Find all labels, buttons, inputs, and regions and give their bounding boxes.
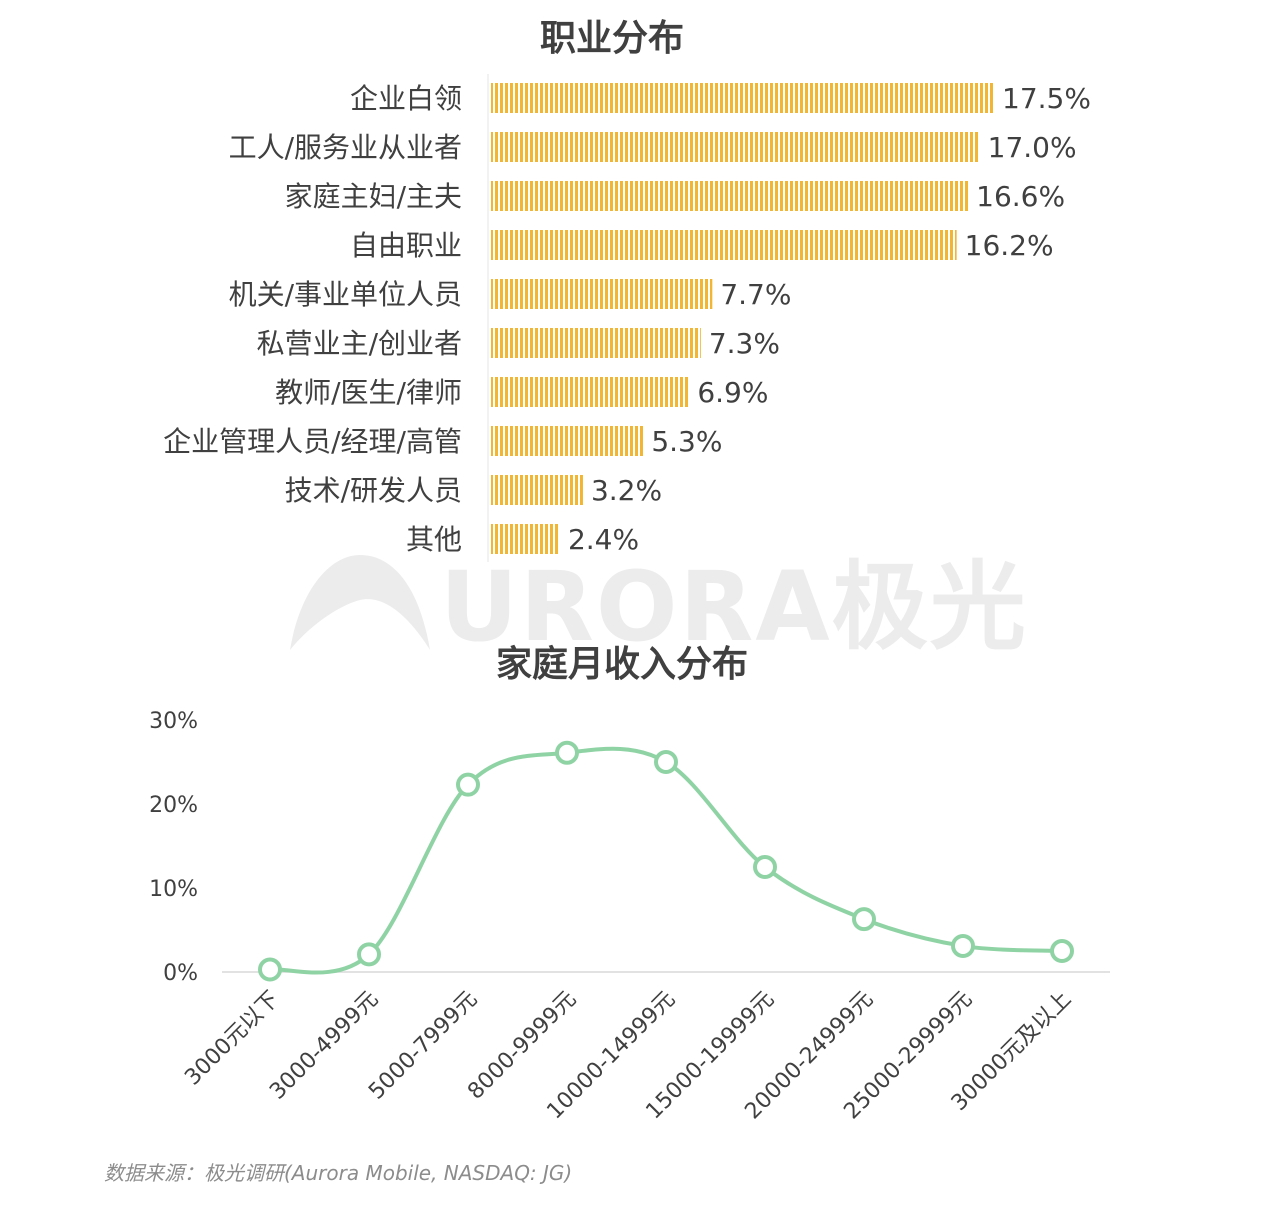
income-point <box>654 750 678 774</box>
occupation-chart-title: 职业分布 <box>540 18 684 59</box>
occupation-category-label: 其他 <box>406 523 462 556</box>
income-y-axis: 0% 10% 20% 30% <box>149 709 1110 986</box>
occupation-value-label: 5.3% <box>651 425 722 458</box>
income-point <box>753 855 777 879</box>
income-chart: 家庭月收入分布 0% 10% 20% 30% 3000元以下3000-4999元500… <box>149 644 1110 1124</box>
occupation-category-label: 工人/服务业从业者 <box>229 131 462 164</box>
occupation-category-label: 机关/事业单位人员 <box>229 278 462 311</box>
occupation-bar <box>491 328 701 358</box>
income-y-tick-label: 30% <box>149 709 198 734</box>
occupation-value-label: 3.2% <box>591 474 662 507</box>
occupation-bar <box>491 132 980 162</box>
income-series-line <box>269 746 1063 975</box>
watermark-text: URORA极光 <box>440 551 1028 663</box>
occupation-category-label: 教师/医生/律师 <box>275 376 462 409</box>
occupation-category-label: 技术/研发人员 <box>285 474 462 507</box>
occupation-bar <box>491 524 560 554</box>
occupation-value-label: 16.6% <box>976 180 1065 213</box>
occupation-bar <box>491 83 994 113</box>
income-point <box>1050 939 1074 963</box>
occupation-value-label: 7.3% <box>709 327 780 360</box>
income-points <box>258 740 1074 982</box>
occupation-bar <box>491 181 969 211</box>
income-chart-title: 家庭月收入分布 <box>496 644 748 685</box>
occupation-value-label: 17.5% <box>1002 82 1091 115</box>
occupation-category-label: 私营业主/创业者 <box>257 327 462 360</box>
watermark-logo-icon <box>290 555 430 650</box>
occupation-bars: 企业白领 17.5% 工人/服务业从业者 17.0% 家庭主妇/主夫 16.6% 自由职业 1… <box>163 82 1091 556</box>
occupation-bar <box>491 426 644 456</box>
occupation-category-label: 家庭主妇/主夫 <box>285 180 462 213</box>
income-point <box>852 907 876 932</box>
income-x-axis: 3000元以下3000-4999元5000-7999元8000-9999元100… <box>180 987 1076 1125</box>
occupation-value-label: 16.2% <box>965 229 1054 262</box>
watermark: URORA极光 <box>290 551 1028 663</box>
source-note: 数据来源：极光调研(Aurora Mobile, NASDAQ: JG) <box>104 1161 572 1185</box>
occupation-value-label: 2.4% <box>568 523 639 556</box>
income-point <box>555 740 579 765</box>
occupation-bar <box>491 377 690 407</box>
income-y-tick-label: 20% <box>149 793 198 818</box>
occupation-category-label: 企业管理人员/经理/高管 <box>163 425 462 458</box>
occupation-bar <box>491 475 583 505</box>
income-y-tick-label: 10% <box>149 877 198 902</box>
occupation-chart: 职业分布 企业白领 17.5% 工人/服务业从业者 17.0% 家庭主妇/主夫 16.6%… <box>163 18 1091 562</box>
income-point <box>951 933 975 958</box>
income-y-tick-label: 0% <box>163 961 198 986</box>
income-x-tick-label: 3000元以下 <box>180 987 284 1091</box>
occupation-category-label: 自由职业 <box>350 229 462 262</box>
occupation-value-label: 6.9% <box>697 376 768 409</box>
income-point <box>357 942 381 967</box>
occupation-bar <box>491 230 957 260</box>
occupation-bar <box>491 279 713 309</box>
occupation-category-label: 企业白领 <box>350 82 462 115</box>
income-point <box>258 957 282 982</box>
occupation-value-label: 17.0% <box>988 131 1077 164</box>
income-point <box>456 772 480 797</box>
occupation-value-label: 7.7% <box>720 278 791 311</box>
